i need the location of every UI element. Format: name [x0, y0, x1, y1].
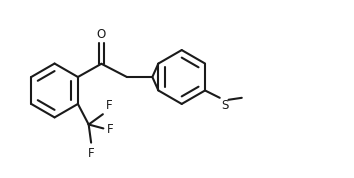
Text: S: S	[221, 99, 229, 112]
Text: F: F	[107, 123, 114, 136]
Text: F: F	[88, 146, 95, 159]
Text: F: F	[106, 99, 113, 112]
Text: O: O	[97, 28, 106, 41]
